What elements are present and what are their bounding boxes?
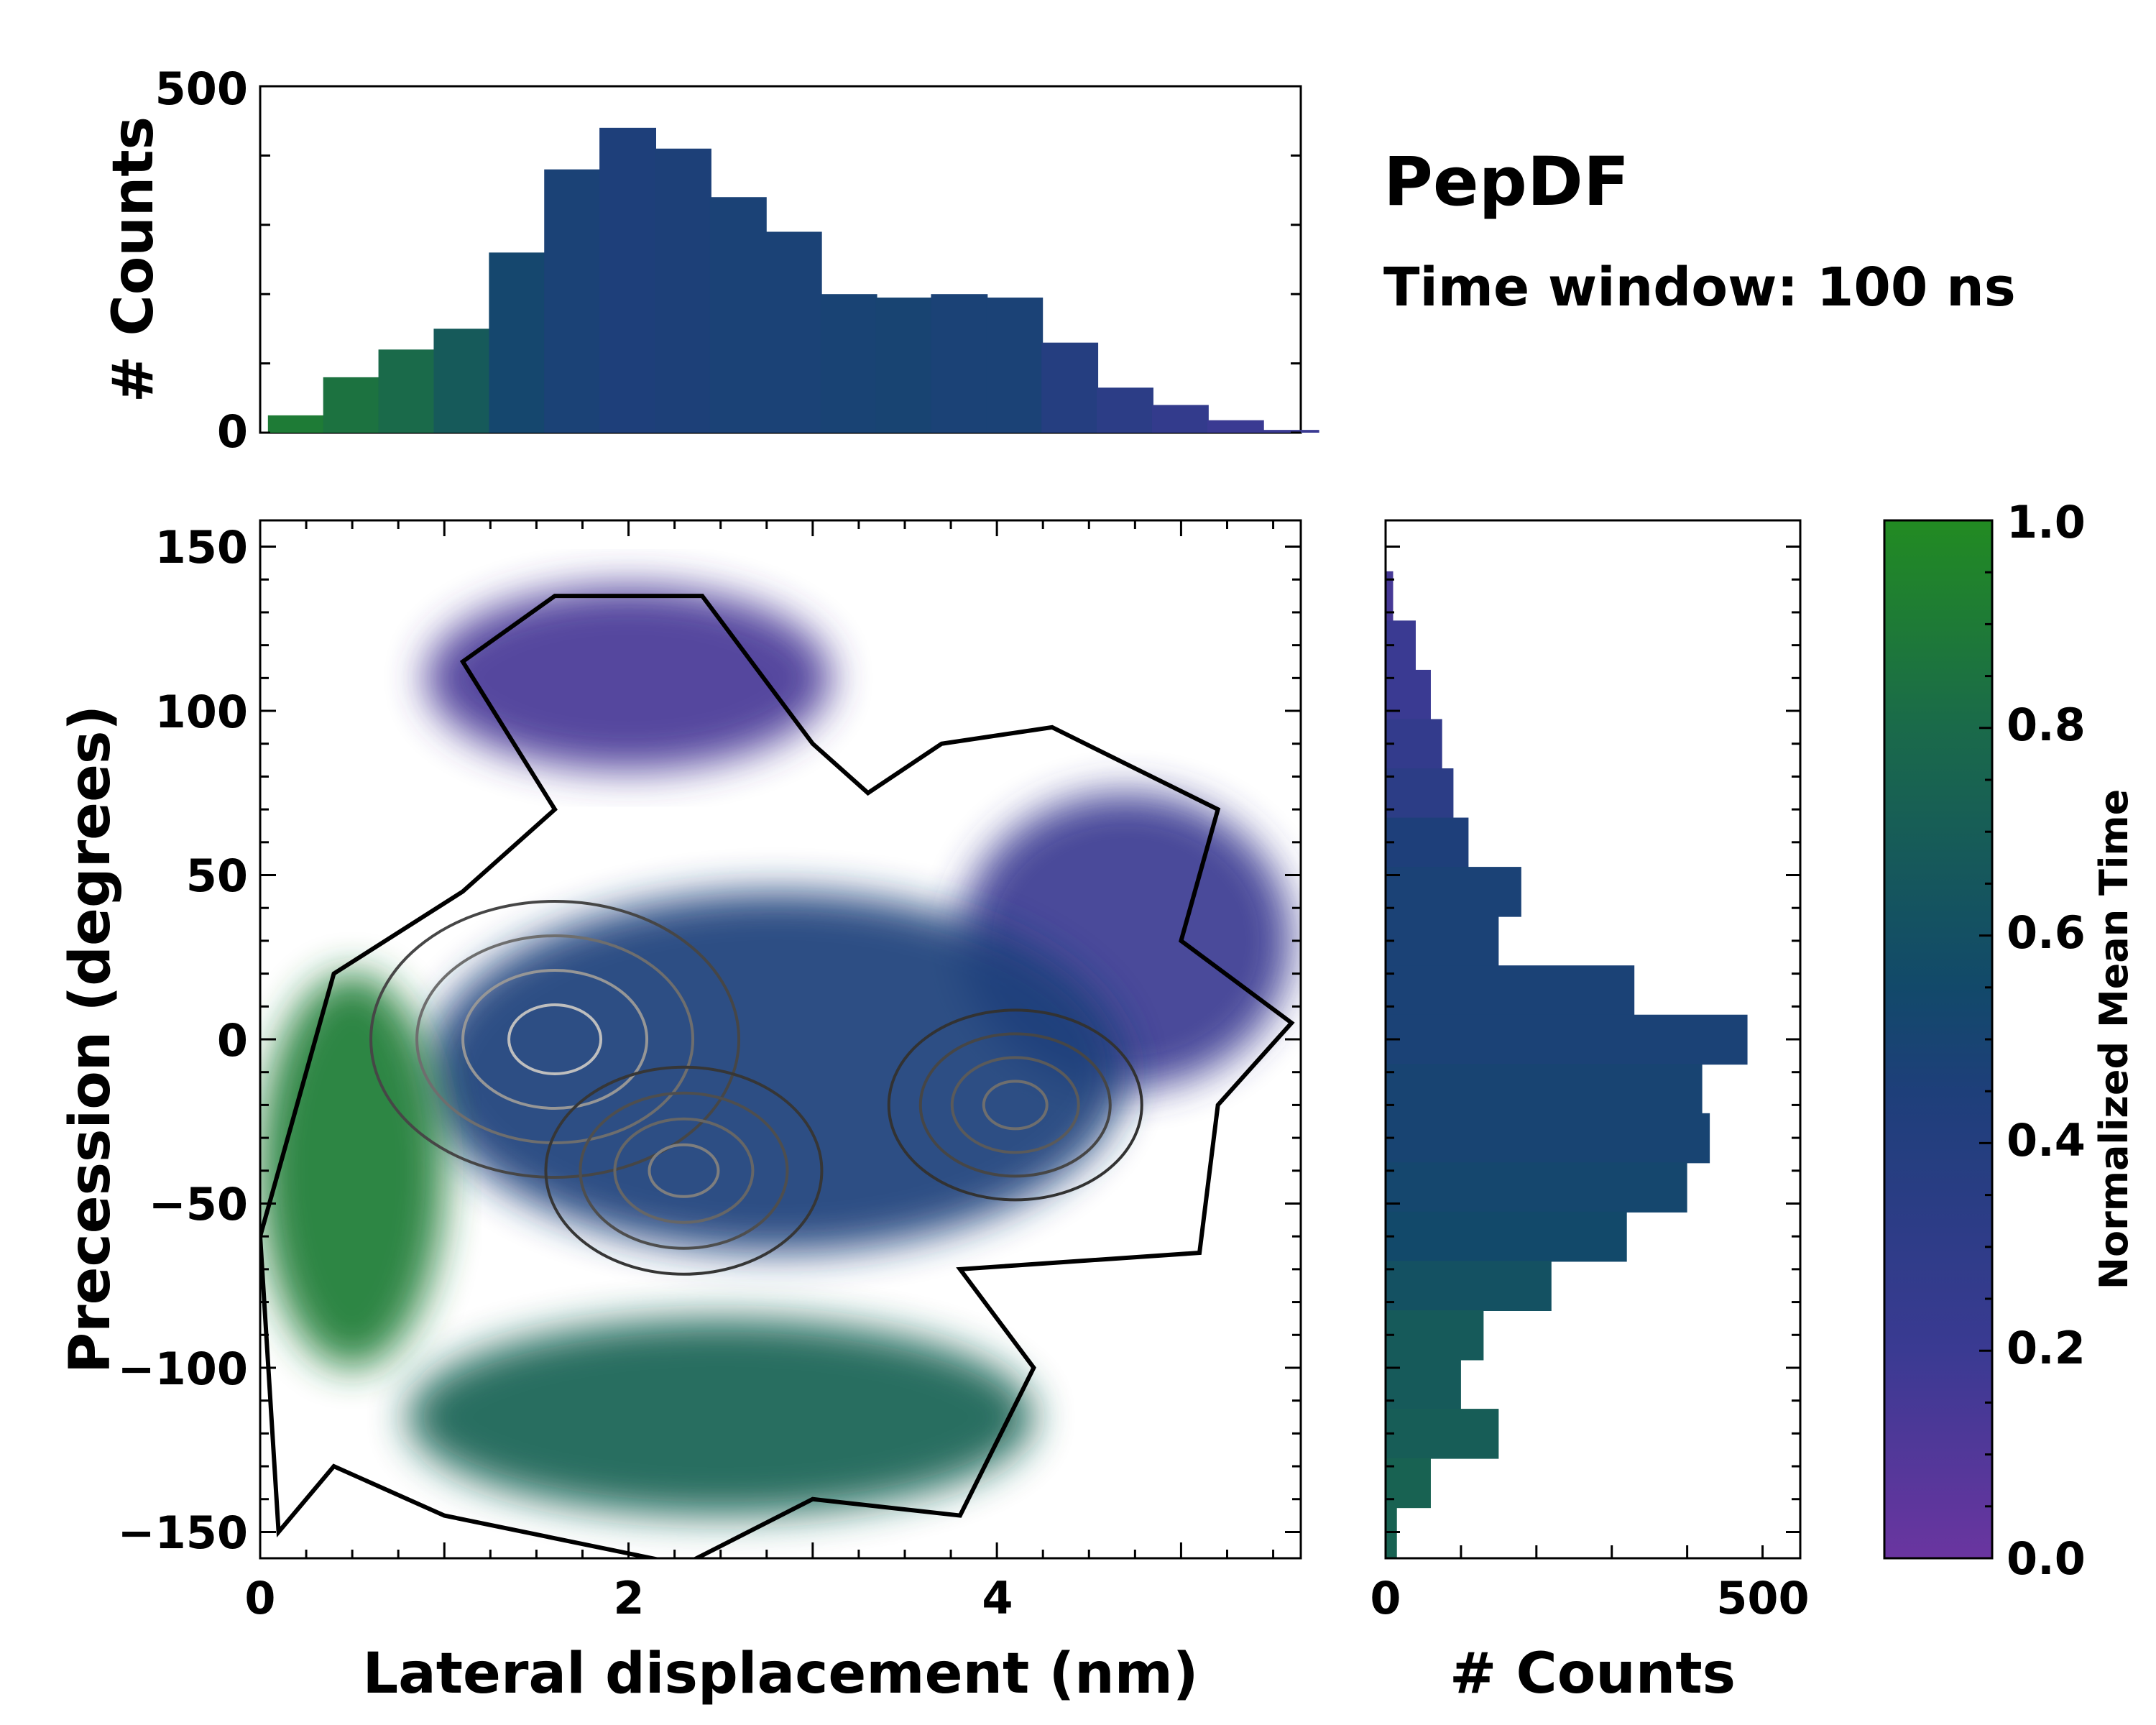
top-histogram-bar <box>267 415 325 433</box>
top-histogram-bar <box>489 252 546 433</box>
heatmap-regions <box>260 586 1295 1558</box>
right-histogram-bar <box>1386 768 1454 819</box>
colorbar-tick-label: 0.6 <box>2007 906 2086 959</box>
density-contours <box>369 900 1143 1276</box>
top-histogram-bar <box>378 349 436 433</box>
right-histogram-bar <box>1386 817 1469 868</box>
main-y-ticks <box>260 546 1301 1533</box>
density-contour <box>461 969 649 1110</box>
density-contour <box>544 1065 824 1276</box>
top-histogram-bar <box>931 294 988 433</box>
main-ytick-label: 100 <box>155 686 248 738</box>
top-histogram: 500 0 # Counts <box>101 63 1319 458</box>
top-histogram-bar <box>599 127 657 433</box>
right-histogram-bar <box>1386 719 1442 770</box>
top-histogram-bars <box>260 85 1319 434</box>
density-contour <box>579 1091 789 1250</box>
colorbar-tick-label: 1.0 <box>2007 496 2086 548</box>
density-contour <box>507 1003 603 1075</box>
right-histogram-bar <box>1386 1064 1703 1114</box>
density-contour <box>918 1032 1112 1178</box>
figure-subtitle: Time window: 100 ns <box>1383 257 2016 318</box>
top-histogram-bar <box>765 231 822 433</box>
top-histogram-bar <box>1207 420 1264 433</box>
top-histogram-bar <box>544 169 602 433</box>
right-histogram-frame <box>1384 519 1802 1560</box>
main-ytick-label: −150 <box>118 1506 248 1559</box>
right-histogram-bar <box>1386 1211 1627 1262</box>
right-histogram: 0 500 # Counts <box>1370 519 1810 1706</box>
right-histogram-bars <box>1384 546 1800 1558</box>
density-contour <box>982 1080 1049 1131</box>
top-histogram-bar <box>709 197 767 433</box>
colorbar: 1.0 0.8 0.6 0.4 0.2 0.0 Normalized Mean … <box>1883 496 2137 1585</box>
right-histogram-bar <box>1386 1162 1687 1213</box>
right-histogram-bar <box>1386 916 1499 967</box>
right-xtick-label: 500 <box>1716 1572 1809 1624</box>
main-ytick-label: −50 <box>149 1178 248 1230</box>
right-histogram-bar <box>1386 1113 1710 1164</box>
main-ytick-label: 0 <box>217 1014 248 1067</box>
colorbar-tick-label: 0.2 <box>2007 1322 2086 1374</box>
top-histogram-bar <box>875 298 933 433</box>
density-contour <box>613 1117 755 1224</box>
colorbar-label: Normalized Mean Time <box>2091 789 2137 1289</box>
main-xlabel: Lateral displacement (nm) <box>362 1642 1198 1706</box>
top-histogram-bar <box>433 328 491 433</box>
top-ytick-label: 500 <box>155 63 248 115</box>
top-histogram-bar <box>1262 430 1319 433</box>
density-contour <box>369 900 741 1179</box>
top-histogram-ylabel: # Counts <box>101 116 166 402</box>
density-contour <box>950 1056 1080 1154</box>
main-x-ticks <box>259 520 1275 1558</box>
top-histogram-bar <box>820 294 877 433</box>
top-histogram-bar <box>655 148 711 433</box>
right-histogram-xlabel: # Counts <box>1450 1642 1736 1706</box>
main-xtick-label: 4 <box>982 1572 1013 1624</box>
top-histogram-bar <box>986 298 1044 433</box>
distribution-outline <box>260 594 1295 1558</box>
right-histogram-bar <box>1386 1014 1748 1065</box>
main-ytick-label: 50 <box>186 850 248 902</box>
figure-title: PepDF <box>1383 143 1629 221</box>
top-histogram-bar <box>1097 387 1153 433</box>
right-histogram-bar <box>1386 1310 1484 1361</box>
colorbar-ticks <box>1979 519 1992 1560</box>
top-histogram-bar <box>1041 342 1099 433</box>
top-histogram-bar <box>323 377 380 433</box>
right-xtick-label: 0 <box>1370 1572 1401 1624</box>
density-contour <box>415 934 695 1144</box>
colorbar-tick-label: 0.4 <box>2007 1114 2086 1167</box>
right-histogram-bar <box>1386 1409 1499 1459</box>
heatmap-region-violet-upper-lobe <box>425 586 831 770</box>
right-histogram-bar <box>1386 571 1393 622</box>
heatmap-region-blue-core <box>425 891 1126 1254</box>
colorbar-gradient <box>1883 519 1994 1560</box>
main-xtick-label: 2 <box>613 1572 644 1624</box>
density-contour <box>648 1143 720 1198</box>
main-ytick-label: 150 <box>155 521 248 574</box>
right-histogram-bar <box>1386 965 1635 1016</box>
colorbar-tick-label: 0.0 <box>2007 1532 2086 1585</box>
main-plot: 0 2 4 150 100 50 0 −50 −100 −150 Lateral… <box>58 519 1302 1706</box>
heatmap-region-green-lower <box>407 1318 1034 1516</box>
top-histogram-bar <box>1151 405 1209 433</box>
top-ytick-label: 0 <box>217 405 248 458</box>
main-ytick-label: −100 <box>118 1343 248 1395</box>
main-xtick-label: 0 <box>244 1572 275 1624</box>
colorbar-tick-label: 0.8 <box>2007 699 2086 751</box>
right-histogram-bar <box>1386 867 1521 917</box>
right-histogram-bar <box>1386 1261 1552 1311</box>
density-contour <box>887 1008 1143 1202</box>
main-ylabel: Precession (degrees) <box>58 705 123 1374</box>
